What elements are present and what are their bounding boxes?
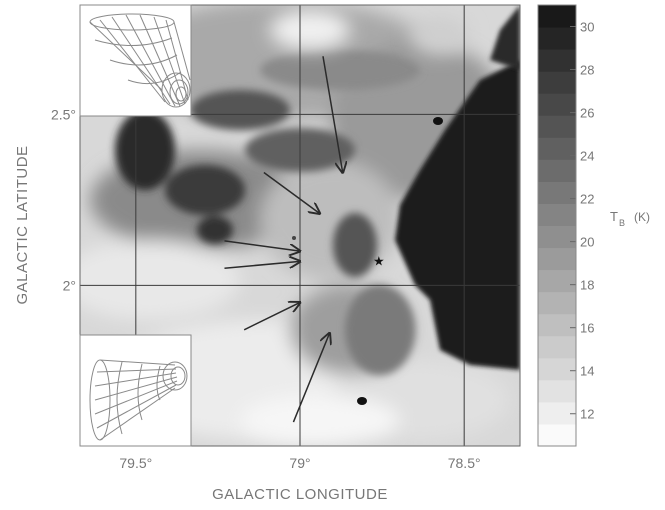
- pointer-arrow: [292, 333, 329, 423]
- colorbar-label-unit: (K): [634, 210, 650, 224]
- colorbar-band: [538, 379, 576, 403]
- colorbar-band: [538, 401, 576, 425]
- colorbar-band: [538, 291, 576, 315]
- pointer-arrow: [322, 56, 343, 172]
- colorbar: [538, 5, 576, 447]
- colorbar-tick-labels: 30 28 26 24 22 20 18 16 14 12: [580, 20, 594, 422]
- pointer-arrow: [263, 171, 320, 214]
- colorbar-band: [538, 49, 576, 72]
- colorbar-band: [538, 181, 576, 204]
- y-tick-label: 2.5°: [51, 106, 76, 122]
- colorbar-tick-label: 24: [580, 149, 594, 164]
- colorbar-tick-label: 20: [580, 235, 594, 250]
- x-tick-label: 78.5°: [448, 455, 481, 471]
- colorbar-band: [538, 5, 576, 28]
- colorbar-band: [538, 335, 576, 359]
- colorbar-band: [538, 115, 576, 138]
- pointer-arrow: [224, 261, 300, 269]
- colorbar-band: [538, 247, 576, 271]
- beam-inset-bottom: [79, 334, 192, 447]
- map-frame: [79, 4, 521, 447]
- colorbar-tick-label: 30: [580, 20, 594, 35]
- colorbar-band: [538, 269, 576, 293]
- pointer-arrow: [243, 302, 300, 331]
- colorbar-band: [538, 159, 576, 182]
- x-tick-label: 79°: [289, 455, 310, 471]
- colorbar-tick-label: 22: [580, 192, 594, 207]
- y-tick-labels: 2.5° 2°: [51, 106, 76, 293]
- colorbar-band: [538, 71, 576, 94]
- colorbar-tick-label: 18: [580, 278, 594, 293]
- x-tick-labels: 79.5° 79° 78.5°: [119, 455, 480, 471]
- colorbar-frame: [537, 4, 577, 447]
- y-tick-label: 2°: [63, 277, 76, 293]
- x-tick-label: 79.5°: [119, 455, 152, 471]
- colorbar-band: [538, 93, 576, 116]
- star-marker: ★: [373, 253, 385, 268]
- colorbar-tick-label: 16: [580, 321, 594, 336]
- colorbar-band: [538, 203, 576, 226]
- pointer-arrow: [224, 240, 300, 251]
- arrows: [224, 56, 343, 423]
- colorbar-band: [538, 357, 576, 381]
- colorbar-label-sub: B: [619, 218, 625, 228]
- colorbar-band: [538, 423, 576, 447]
- beam-inset-top: [79, 4, 192, 117]
- colorbar-tick-label: 28: [580, 63, 594, 78]
- colorbar-band: [538, 137, 576, 160]
- x-axis-label: GALACTIC LONGITUDE: [212, 486, 388, 503]
- colorbar-label: T B (K): [610, 209, 650, 228]
- colorbar-label-t: T: [610, 209, 618, 224]
- y-axis-label: GALACTIC LATITUDE: [14, 145, 31, 304]
- colorbar-band: [538, 225, 576, 249]
- colorbar-band: [538, 313, 576, 337]
- colorbar-band: [538, 27, 576, 50]
- colorbar-tick-label: 26: [580, 106, 594, 121]
- colorbar-tick-label: 12: [580, 407, 594, 422]
- colorbar-tick-label: 14: [580, 364, 594, 379]
